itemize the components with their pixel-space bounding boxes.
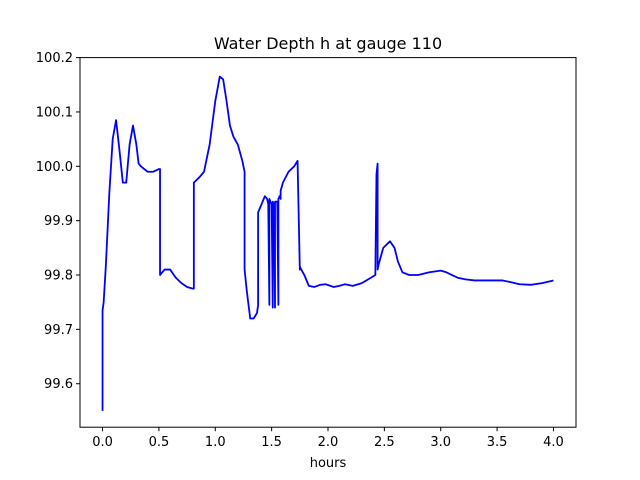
x-tick-label: 4.0 <box>543 435 564 450</box>
y-tick-label: 99.7 <box>44 323 73 338</box>
y-tick-label: 99.9 <box>44 214 73 229</box>
x-axis: 0.0 0.5 1.0 1.5 2.0 2.5 3.0 3.5 4.0 <box>92 427 564 450</box>
y-tick-label: 99.8 <box>44 269 73 284</box>
x-tick-label: 2.0 <box>318 435 339 450</box>
series-line <box>101 75 554 411</box>
series-layer <box>101 75 554 411</box>
x-tick-label: 3.0 <box>430 435 451 450</box>
x-tick-label: 0.5 <box>149 435 170 450</box>
y-tick-label: 99.6 <box>44 377 73 392</box>
y-tick-label: 100.2 <box>36 51 73 66</box>
x-tick-label: 2.5 <box>374 435 395 450</box>
x-tick-label: 1.5 <box>261 435 282 450</box>
x-tick-label: 1.0 <box>205 435 226 450</box>
y-tick-label: 100.1 <box>36 105 73 120</box>
x-tick-label: 3.5 <box>487 435 508 450</box>
x-axis-label: hours <box>310 456 347 471</box>
y-axis: 99.6 99.7 99.8 99.9 100.0 100.1 100.2 <box>36 51 80 392</box>
x-tick-label: 0.0 <box>92 435 113 450</box>
chart-title: Water Depth h at gauge 110 <box>214 34 442 53</box>
y-tick-label: 100.0 <box>36 160 73 175</box>
